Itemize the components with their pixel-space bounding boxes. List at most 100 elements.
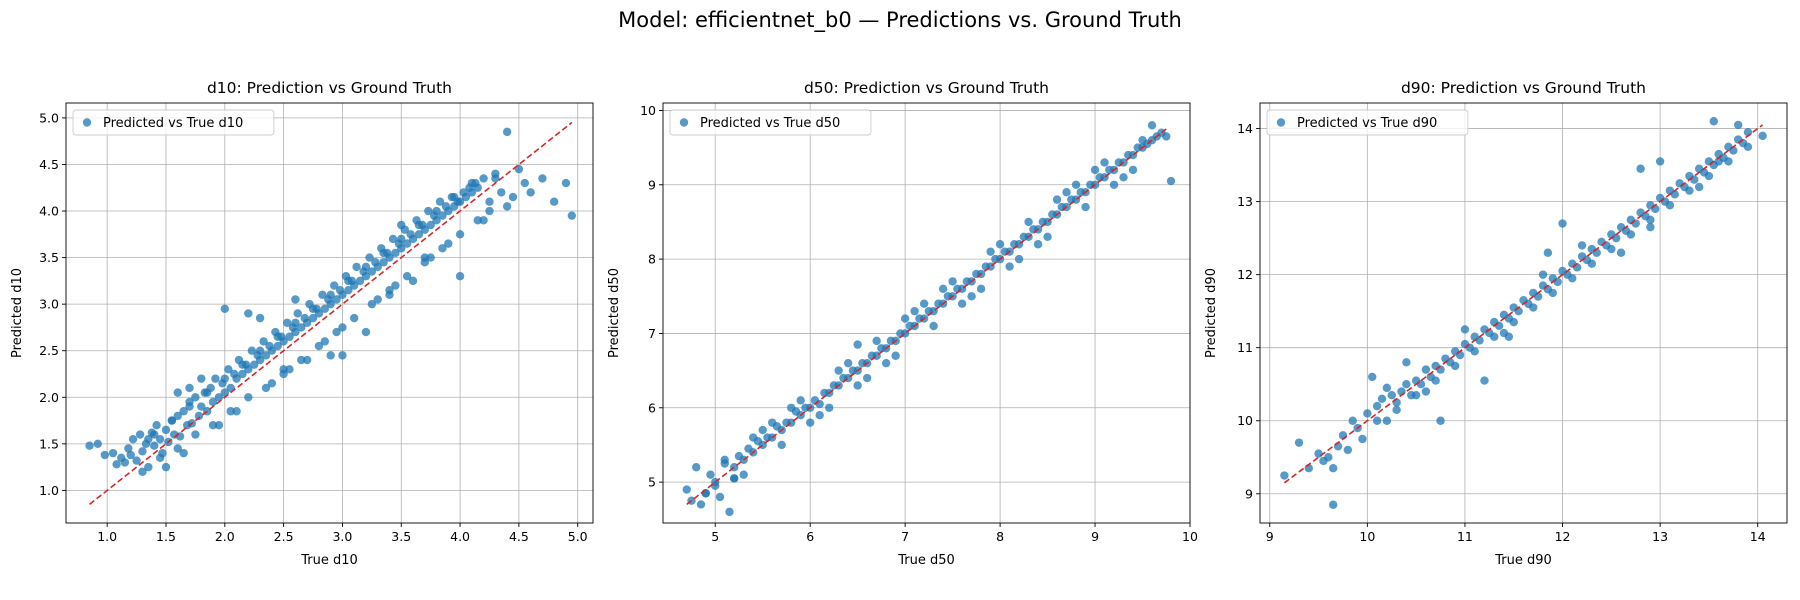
scatter-point (711, 481, 720, 491)
y-tick-label: 9 (648, 177, 656, 192)
scatter-point (350, 313, 359, 323)
scatter-point (402, 272, 412, 281)
legend: Predicted vs True d10 (72, 109, 275, 136)
scatter-point (834, 366, 843, 375)
scatter-point (244, 393, 253, 402)
scatter-point (455, 272, 465, 281)
scatter-point (1758, 131, 1767, 141)
scatter-point (1655, 157, 1665, 166)
scatter-point (402, 239, 412, 248)
scatter-point (238, 360, 247, 369)
scatter-point (1436, 416, 1445, 425)
scatter-point (461, 192, 471, 202)
scatter-point (976, 284, 986, 294)
scatter-point (473, 183, 482, 192)
scatter-point (725, 507, 734, 517)
scatter-point (408, 234, 418, 244)
scatter-point (291, 295, 300, 304)
scatter-point (479, 174, 488, 183)
scatter-point (426, 220, 435, 230)
scatter-point (1166, 176, 1176, 186)
scatter-point (1294, 438, 1304, 447)
scatter-point (1416, 380, 1426, 389)
scatter-point (244, 309, 253, 318)
y-tick-label: 1.0 (39, 483, 59, 498)
scatter-point (1324, 453, 1333, 462)
scatter-point (344, 276, 353, 286)
x-tick-label: 12 (1555, 529, 1571, 544)
scatter-point (388, 234, 398, 244)
scatter-point (361, 262, 371, 272)
scatter-point (435, 197, 445, 206)
x-tick-label: 3.0 (332, 529, 352, 544)
scatter-point (320, 337, 329, 346)
legend-marker (1276, 118, 1286, 127)
scatter-point (692, 463, 701, 472)
scatter-point (138, 467, 147, 476)
scatter-point (967, 292, 976, 301)
y-tick-label: 6 (648, 400, 656, 415)
x-tick-label: 4.0 (450, 529, 470, 544)
scatter-point (910, 306, 919, 316)
scatter-point (862, 373, 872, 383)
scatter-point (1081, 202, 1090, 212)
scatter-point (144, 434, 153, 444)
scatter-point (1714, 157, 1723, 166)
identity-line (89, 121, 573, 506)
scatter-point (485, 197, 494, 206)
scatter-point (397, 234, 406, 244)
y-tick-label: 10 (640, 103, 656, 118)
subplot-d90: 9 10 11 12 13 14 9 10 11 12 13 14 d90: Prediction vs… (1204, 79, 1788, 568)
y-tick-label: 10 (1237, 413, 1253, 428)
scatter-point (467, 188, 477, 197)
scatter-point (161, 425, 171, 435)
scatter-point (1377, 394, 1387, 404)
legend-label: Predicted vs True d50 (700, 116, 840, 131)
scatter-point (1504, 332, 1514, 341)
scatter-point (126, 450, 135, 460)
scatter-point (824, 403, 834, 412)
scatter-point (1372, 401, 1382, 411)
scatter-point (355, 276, 365, 286)
x-axis-label: True d50 (897, 553, 955, 568)
scatter-point (285, 332, 294, 341)
scatter-point (344, 285, 353, 295)
scatter-point (1577, 241, 1587, 250)
scatter-point (1421, 365, 1431, 374)
scatter-point (929, 321, 938, 331)
scatter-point (1382, 416, 1392, 425)
scatter-point (938, 284, 948, 294)
scatter-point (1014, 254, 1024, 264)
y-axis-label: Predicted d50 (607, 268, 622, 358)
scatter-point (1470, 347, 1479, 356)
scatter-point (1694, 182, 1704, 192)
scatter-point (1631, 219, 1640, 228)
scatter-point (1402, 380, 1411, 389)
axes-frame (65, 102, 594, 524)
x-axis-label: True d10 (300, 553, 358, 568)
scatter-point (155, 434, 165, 444)
scatter-point (211, 374, 220, 383)
x-tick-label: 10 (1359, 529, 1375, 544)
scatter-point (777, 440, 786, 450)
scatter-point (473, 216, 482, 225)
scatter-point (1568, 274, 1577, 283)
scatter-point (1387, 390, 1396, 400)
scatter-point (479, 216, 488, 225)
scatter-point (1052, 195, 1062, 204)
x-axis-label: True d90 (1494, 553, 1552, 568)
scatter-point (1543, 248, 1553, 257)
scatter-point (1411, 390, 1421, 400)
scatter-point (696, 500, 706, 509)
scatter-point (1636, 164, 1645, 173)
scatter-point (138, 447, 147, 456)
scatter-point (1724, 157, 1733, 166)
scatter-point (1100, 158, 1109, 167)
x-tick-label: 5.0 (568, 529, 588, 544)
scatter-point (150, 430, 159, 439)
y-tick-label: 11 (1237, 340, 1253, 355)
scatter-point (226, 407, 235, 416)
x-tick-label: 7 (901, 529, 909, 544)
scatter-point (273, 332, 282, 341)
scatter-point (1587, 259, 1597, 268)
